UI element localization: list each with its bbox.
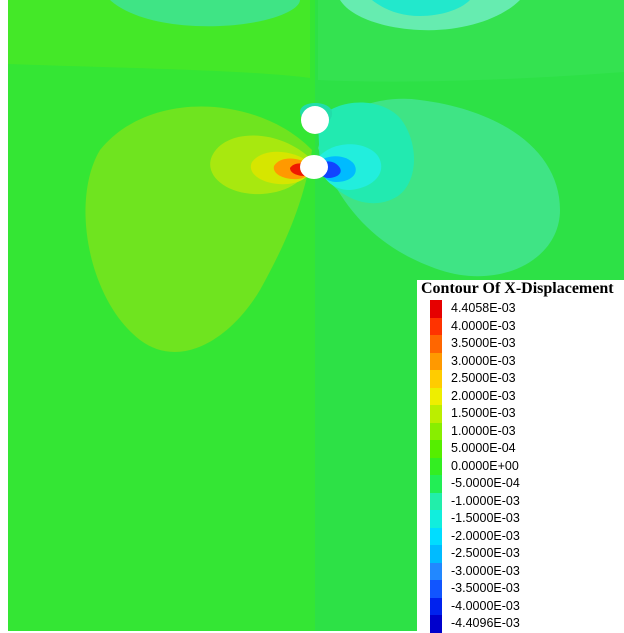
legend-swatch [430, 528, 442, 546]
legend-entry: -3.0000E-03 [427, 563, 617, 581]
legend-label: -4.4096E-03 [451, 616, 520, 630]
legend-entry: 0.0000E+00 [427, 458, 617, 476]
legend-label: -1.5000E-03 [451, 511, 520, 525]
legend-entry: 4.0000E-03 [427, 318, 617, 336]
legend-label: 2.5000E-03 [451, 371, 516, 385]
legend-label: -3.5000E-03 [451, 581, 520, 595]
legend-swatch [430, 458, 442, 476]
legend-entry: 1.0000E-03 [427, 423, 617, 441]
legend-swatch [430, 615, 442, 633]
legend-label: -2.5000E-03 [451, 546, 520, 560]
legend-entry: -2.5000E-03 [427, 545, 617, 563]
legend-label: 4.0000E-03 [451, 319, 516, 333]
legend-swatch [430, 545, 442, 563]
legend-swatch [430, 580, 442, 598]
legend-entry: -4.0000E-03 [427, 598, 617, 616]
legend-entry: -1.0000E-03 [427, 493, 617, 511]
legend-label: 3.0000E-03 [451, 354, 516, 368]
legend-entry: 3.5000E-03 [427, 335, 617, 353]
upper-hole [301, 106, 329, 134]
legend-entry: 3.0000E-03 [427, 353, 617, 371]
legend-title: Contour Of X-Displacement [421, 280, 614, 298]
legend-swatch [430, 475, 442, 493]
legend-swatch [430, 300, 442, 318]
legend-swatch [430, 423, 442, 441]
legend-label: 2.0000E-03 [451, 389, 516, 403]
legend-label: 3.5000E-03 [451, 336, 516, 350]
legend-entry: -4.4096E-03 [427, 615, 617, 633]
legend-swatch [430, 563, 442, 581]
legend-swatch [430, 405, 442, 423]
legend-entry: 2.5000E-03 [427, 370, 617, 388]
legend-entry: 1.5000E-03 [427, 405, 617, 423]
legend-label: -5.0000E-04 [451, 476, 520, 490]
legend-entry: 5.0000E-04 [427, 440, 617, 458]
legend-label: -2.0000E-03 [451, 529, 520, 543]
legend-label: -4.0000E-03 [451, 599, 520, 613]
legend-swatch [430, 493, 442, 511]
legend-label: 5.0000E-04 [451, 441, 516, 455]
legend-swatch [430, 510, 442, 528]
legend-swatch [430, 440, 442, 458]
legend-entry: -5.0000E-04 [427, 475, 617, 493]
legend-label: 4.4058E-03 [451, 301, 516, 315]
legend-entry: -1.5000E-03 [427, 510, 617, 528]
legend-label: 1.0000E-03 [451, 424, 516, 438]
legend-label: 1.5000E-03 [451, 406, 516, 420]
legend-entry: -2.0000E-03 [427, 528, 617, 546]
legend-label: 0.0000E+00 [451, 459, 519, 473]
legend-swatch [430, 598, 442, 616]
legend-entry: 2.0000E-03 [427, 388, 617, 406]
legend-entry: -3.5000E-03 [427, 580, 617, 598]
legend-label: -3.0000E-03 [451, 564, 520, 578]
legend-swatch [430, 388, 442, 406]
legend: Contour Of X-Displacement 4.4058E-03 4.00… [417, 280, 624, 631]
lower-hole [300, 155, 328, 179]
legend-swatch [430, 318, 442, 336]
legend-swatch [430, 353, 442, 371]
legend-label: -1.0000E-03 [451, 494, 520, 508]
legend-swatch [430, 335, 442, 353]
legend-swatch [430, 370, 442, 388]
legend-entry: 4.4058E-03 [427, 300, 617, 318]
